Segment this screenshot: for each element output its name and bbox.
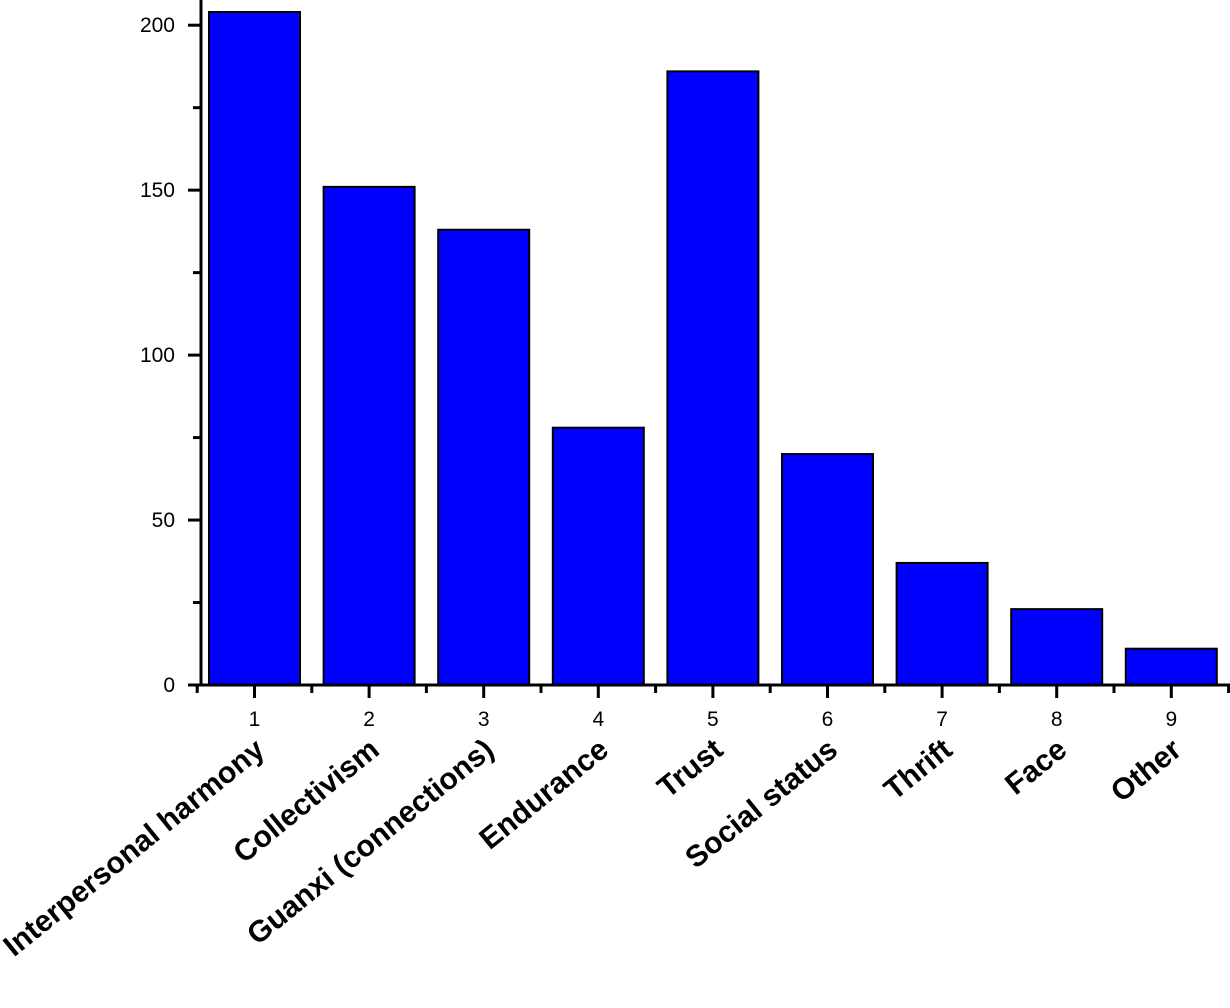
category-label: Other — [1105, 733, 1188, 809]
category-label: Face — [999, 733, 1073, 802]
bar — [437, 228, 531, 686]
x-tick-label: 6 — [822, 708, 834, 731]
bar — [322, 185, 416, 686]
bar — [666, 70, 760, 687]
bar — [1010, 608, 1104, 687]
y-tick-label: 200 — [140, 14, 175, 37]
y-tick-label: 100 — [140, 344, 175, 367]
axes-group — [199, 0, 1230, 687]
x-tick-label: 8 — [1051, 708, 1063, 731]
y-ticks-group: 0 50 100 150 200 — [140, 14, 201, 697]
y-tick-label: 50 — [152, 509, 175, 532]
y-tick-label: 0 — [163, 674, 175, 697]
x-ticks-group: 1 2 3 4 5 6 7 8 9 — [195, 685, 1230, 731]
category-labels-group: Interpersonal harmonyCollectivismGuanxi … — [0, 733, 1188, 963]
bar — [551, 426, 645, 686]
x-tick-label: 7 — [936, 708, 948, 731]
x-tick-label: 2 — [363, 708, 375, 731]
category-label: Endurance — [473, 733, 614, 856]
x-tick-label: 3 — [478, 708, 490, 731]
category-label: Thrift — [878, 733, 958, 807]
bar — [1124, 647, 1218, 686]
bar — [895, 561, 989, 687]
x-tick-label: 5 — [707, 708, 719, 731]
category-label: Trust — [652, 733, 730, 805]
x-tick-label: 4 — [592, 708, 604, 731]
x-tick-label: 1 — [249, 708, 261, 731]
y-tick-label: 150 — [140, 179, 175, 202]
bars-group — [208, 11, 1218, 687]
bar — [208, 11, 301, 686]
x-tick-label: 9 — [1165, 708, 1177, 731]
bar — [781, 453, 874, 686]
